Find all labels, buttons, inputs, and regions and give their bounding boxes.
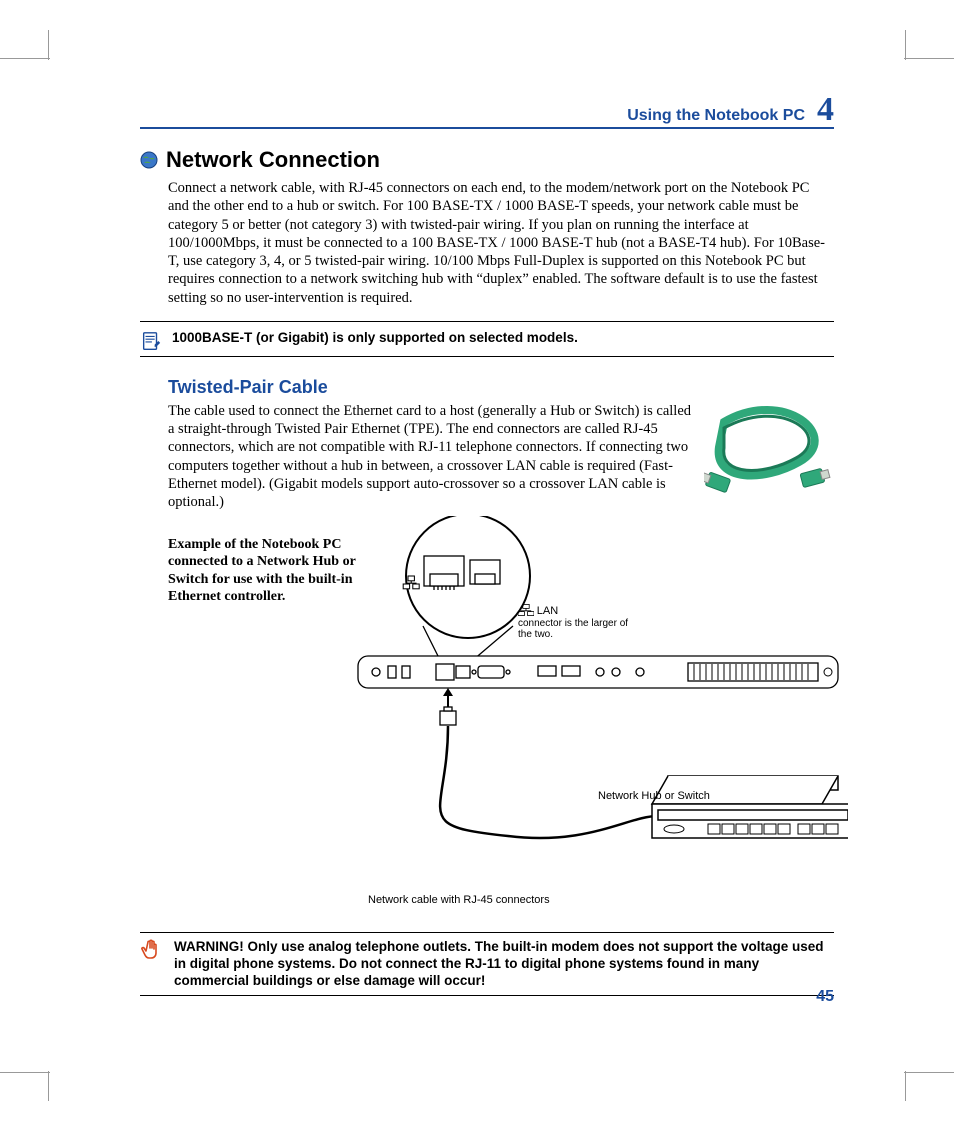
document-page: Using the Notebook PC 4 Network Connecti… [0, 0, 954, 1131]
running-header: Using the Notebook PC 4 [140, 95, 834, 129]
hub-label: Network Hub or Switch [598, 790, 710, 802]
globe-icon [140, 151, 158, 169]
subsection-title: Twisted-Pair Cable [168, 377, 834, 398]
page-number: 45 [816, 988, 834, 1006]
subsection-body: The cable used to connect the Ethernet c… [168, 402, 692, 512]
notebook-hub-diagram [348, 516, 848, 896]
ethernet-cable-illustration [704, 402, 834, 512]
subsection-row: The cable used to connect the Ethernet c… [168, 402, 834, 512]
warning-hand-icon [140, 939, 164, 963]
cable-caption: Network cable with RJ-45 connectors [368, 894, 550, 906]
crop-mark [884, 30, 954, 100]
page-content: Using the Notebook PC 4 Network Connecti… [140, 95, 834, 996]
note-icon [140, 330, 162, 352]
section-heading-row: Network Connection [140, 147, 834, 173]
section-body: Connect a network cable, with RJ-45 conn… [168, 179, 834, 307]
note-text: 1000BASE-T (or Gigabit) is only supporte… [172, 326, 578, 349]
lan-label: LAN [537, 605, 558, 617]
section-title: Network Connection [166, 147, 380, 173]
chapter-number: 4 [817, 95, 834, 125]
lan-connector-note: LAN connector is the larger of the two. [518, 604, 638, 641]
connection-diagram: Example of the Notebook PC connected to … [168, 524, 834, 924]
warning-callout: WARNING! Only use analog telephone outle… [140, 932, 834, 997]
crop-mark [0, 30, 70, 100]
diagram-caption: Example of the Notebook PC connected to … [168, 536, 378, 606]
note-callout: 1000BASE-T (or Gigabit) is only supporte… [140, 321, 834, 357]
crop-mark [0, 1031, 70, 1101]
crop-mark [884, 1031, 954, 1101]
running-title: Using the Notebook PC [627, 107, 805, 125]
warning-text: WARNING! Only use analog telephone outle… [174, 937, 834, 992]
lan-port-icon [518, 604, 534, 616]
lan-note-text: connector is the larger of the two. [518, 618, 628, 641]
